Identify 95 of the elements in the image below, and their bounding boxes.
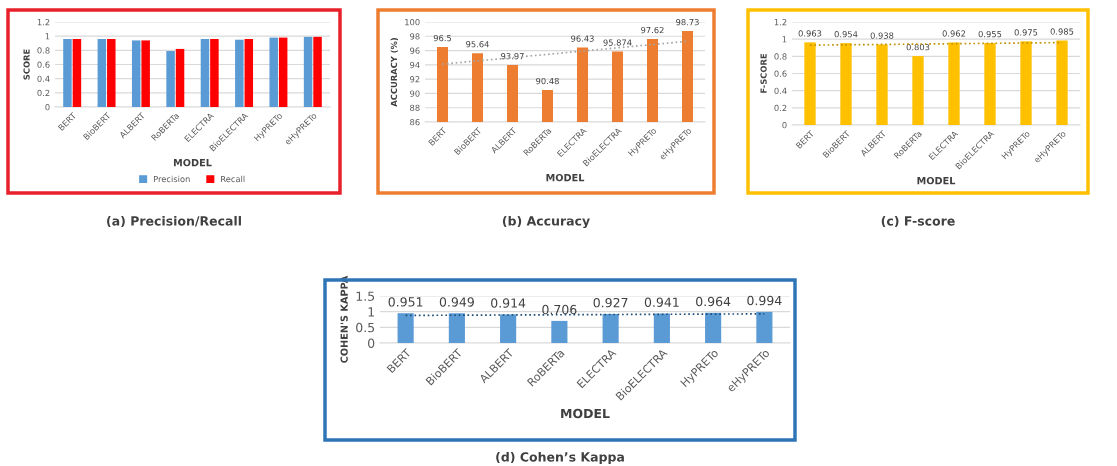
y-tick-label: 0.2 [37,89,50,97]
data-label: 96.5 [433,34,452,42]
x-axis-title: MODEL [546,173,585,182]
data-label: 0.985 [1050,28,1074,35]
bar [397,313,414,343]
data-label: 97.62 [641,26,664,34]
bar [840,43,852,125]
y-tick-label: 0.6 [37,61,50,68]
y-tick-label: 0.8 [774,53,787,60]
bar [235,39,244,107]
bar [166,51,175,107]
bar [1020,41,1032,125]
bar [72,39,82,107]
data-label: 98.73 [676,18,699,26]
y-tick-label: 0.8 [37,47,50,54]
data-label: 96.43 [571,35,594,42]
y-tick-label: 0 [782,121,787,129]
data-label: 95.874 [603,39,632,46]
data-label: 95.64 [466,41,489,48]
text: (b) Accuracy [502,215,590,229]
data-label: 0.955 [978,30,1002,38]
bar [269,37,278,107]
text: (d) Cohen’s Kappa [496,451,624,465]
bar [303,36,313,107]
x-axis-title: MODEL [561,408,610,419]
y-tick-label: 88 [410,104,420,111]
y-tick-label: 90 [410,90,420,97]
y-tick-label: 1.2 [774,18,787,26]
data-label: 0.706 [542,304,577,315]
bar [448,313,465,343]
y-tick-label: 0.5 [356,322,375,333]
y-tick-label: 86 [410,118,420,126]
y-tick-label: 92 [410,76,420,83]
data-label: 0.962 [942,30,966,37]
data-label: 0.938 [870,32,894,39]
bar [63,39,72,107]
bar [756,311,773,343]
bar [107,39,116,107]
y-tick-label: 0.4 [37,75,50,82]
bar [97,39,107,107]
y-tick-label: 94 [410,61,420,69]
bar [876,44,888,125]
data-label: 0.964 [696,296,731,307]
y-tick-label: 1.5 [356,291,375,301]
bar [175,48,185,107]
y-tick-label: 98 [410,33,420,40]
y-tick-label: 0.2 [774,104,787,112]
y-tick-label: 0 [368,338,375,348]
data-label: 0.914 [491,298,526,308]
x-axis-title: MODEL [917,176,956,185]
bar [500,314,517,343]
text: (c) F-score [881,215,955,228]
bar [200,39,210,107]
legend-label: Recall [221,175,245,183]
bar [912,56,924,125]
y-tick-label: 1 [368,307,374,317]
data-label: 0.941 [644,297,679,307]
bar [653,313,670,343]
data-label: 0.803 [906,43,930,51]
data-label: 0.949 [439,297,474,307]
data-label: 0.975 [1014,29,1038,36]
y-axis-title: F-SCORE [760,54,767,93]
y-tick-label: 1 [45,33,50,40]
bar [804,42,816,125]
data-label: 0.954 [834,31,858,38]
bar [131,40,141,107]
y-axis-title: SCORE [23,49,30,80]
y-axis-title: ACCURACY (%) [390,38,399,107]
text: (a) Precision/Recall [107,215,241,228]
y-tick-label: 0 [45,103,50,111]
data-label: 0.951 [388,297,423,307]
y-tick-label: 96 [410,47,420,54]
bar [551,320,568,343]
x-axis-title: MODEL [173,158,212,167]
bar [210,39,219,107]
bar [278,37,288,107]
bar [141,40,150,107]
data-label: 0.963 [798,30,822,37]
bar [1056,40,1068,125]
bar [948,42,960,125]
y-tick-label: 100 [405,18,420,26]
y-tick-label: 0.4 [774,87,787,94]
bar [244,39,254,107]
y-tick-label: 1 [782,36,787,43]
data-label: 0.927 [593,297,628,308]
bar [984,43,996,125]
bar [705,312,722,343]
y-tick-label: 1.2 [37,18,50,26]
bar [602,313,619,343]
bar [313,36,322,107]
y-tick-label: 0.6 [774,70,787,77]
data-label: 93.97 [501,52,524,60]
data-label: 0.994 [747,295,782,306]
data-label: 90.48 [536,77,559,85]
legend-label: Precision [153,175,190,183]
